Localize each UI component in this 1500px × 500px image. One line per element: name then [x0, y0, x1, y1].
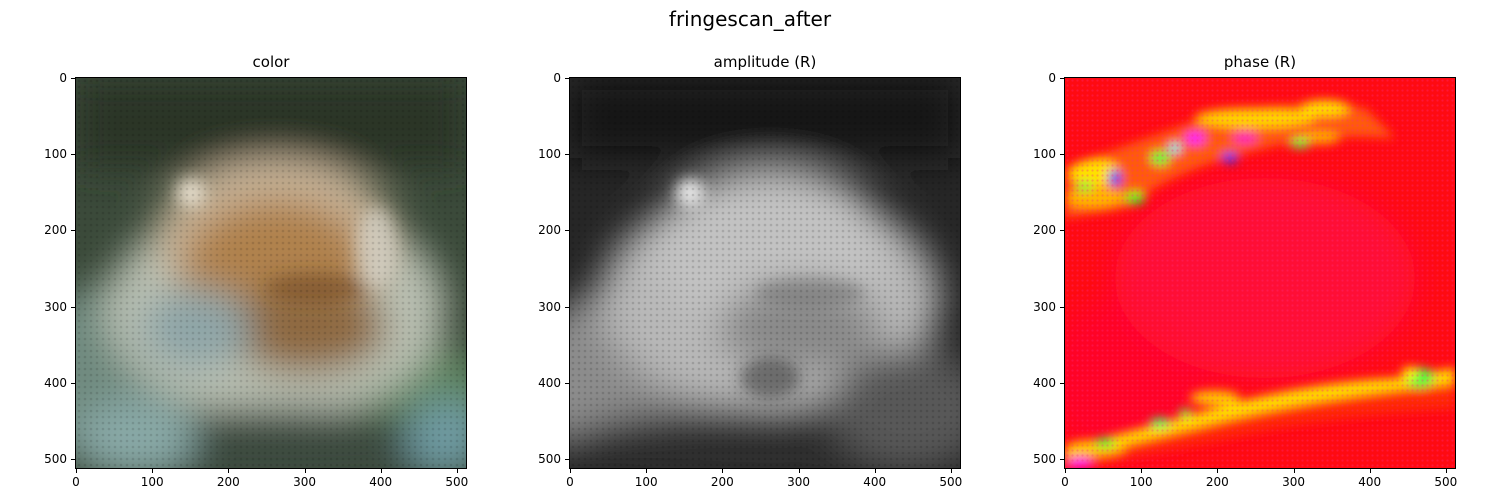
phase-image — [1064, 77, 1456, 469]
figure-title: fringescan_after — [668, 7, 832, 31]
x-tick-mark — [304, 469, 306, 473]
x-tick-label: 100 — [634, 475, 658, 489]
panel-title-phase: phase (R) — [1223, 53, 1297, 71]
amplitude-grayscale-image — [570, 78, 960, 468]
y-tick-mark — [71, 78, 75, 79]
x-tick-label: 0 — [1061, 475, 1069, 489]
y-tick-label: 500 — [538, 451, 561, 466]
x-tick-mark — [152, 469, 154, 473]
x-tick-mark — [1217, 469, 1219, 473]
y-tick-mark — [565, 230, 569, 232]
y-tick-mark — [1060, 78, 1064, 79]
x-tick-mark — [380, 469, 382, 473]
x-tick-mark — [950, 469, 952, 473]
y-tick-label: 100 — [1033, 147, 1056, 162]
y-tick-mark — [565, 78, 569, 79]
x-tick-label: 400 — [369, 475, 393, 489]
y-tick-label: 0 — [59, 71, 67, 85]
y-tick-mark — [71, 154, 75, 156]
x-tick-mark — [76, 469, 77, 473]
y-tick-mark — [565, 154, 569, 156]
y-tick-label: 500 — [44, 451, 67, 466]
x-tick-label: 300 — [1282, 475, 1305, 489]
x-tick-mark — [1141, 469, 1143, 473]
panel-title-amplitude: amplitude (R) — [713, 53, 817, 71]
x-tick-mark — [456, 469, 458, 473]
color-flower-image — [76, 78, 466, 468]
x-tick-label: 0 — [566, 475, 574, 489]
y-tick-mark — [1060, 230, 1064, 232]
x-tick-mark — [722, 469, 724, 473]
x-tick-label: 100 — [140, 475, 164, 489]
y-tick-mark — [1060, 306, 1064, 308]
x-tick-mark — [1065, 469, 1066, 473]
y-tick-label: 300 — [1033, 299, 1056, 314]
y-tick-mark — [565, 458, 569, 460]
y-tick-label: 400 — [44, 375, 67, 390]
y-tick-label: 500 — [1033, 451, 1056, 466]
x-tick-label: 200 — [216, 475, 240, 489]
x-tick-mark — [874, 469, 876, 473]
y-tick-mark — [1060, 382, 1064, 384]
x-tick-mark — [1445, 469, 1447, 473]
x-tick-mark — [570, 469, 571, 473]
y-tick-label: 0 — [1048, 71, 1056, 85]
y-tick-mark — [565, 306, 569, 308]
y-tick-label: 100 — [44, 147, 67, 162]
x-tick-label: 400 — [1358, 475, 1382, 489]
x-tick-label: 500 — [939, 475, 963, 489]
panel-title-color: color — [252, 53, 290, 71]
x-tick-mark — [646, 469, 648, 473]
y-tick-label: 300 — [538, 299, 561, 314]
y-tick-label: 400 — [1033, 375, 1056, 390]
y-tick-mark — [565, 382, 569, 384]
y-tick-label: 0 — [553, 71, 561, 85]
x-tick-label: 500 — [445, 475, 469, 489]
x-tick-label: 300 — [787, 475, 810, 489]
color-image — [75, 77, 467, 469]
y-tick-mark — [1060, 458, 1064, 460]
x-tick-label: 300 — [293, 475, 316, 489]
x-tick-mark — [228, 469, 230, 473]
x-tick-mark — [798, 469, 800, 473]
y-tick-label: 200 — [1033, 223, 1056, 238]
x-tick-label: 200 — [1205, 475, 1229, 489]
y-tick-label: 400 — [538, 375, 561, 390]
y-tick-label: 200 — [538, 223, 561, 238]
y-tick-label: 200 — [44, 223, 67, 238]
y-tick-mark — [71, 230, 75, 232]
phase-hsv-image — [1065, 78, 1455, 468]
amplitude-image — [569, 77, 961, 469]
y-tick-label: 100 — [538, 147, 561, 162]
y-tick-mark — [1060, 154, 1064, 156]
y-tick-mark — [71, 382, 75, 384]
x-tick-mark — [1293, 469, 1295, 473]
x-tick-label: 200 — [710, 475, 734, 489]
x-tick-label: 500 — [1434, 475, 1458, 489]
x-tick-label: 0 — [72, 475, 80, 489]
x-tick-mark — [1369, 469, 1371, 473]
y-tick-label: 300 — [44, 299, 67, 314]
x-tick-label: 400 — [863, 475, 887, 489]
y-tick-mark — [71, 306, 75, 308]
x-tick-label: 100 — [1129, 475, 1153, 489]
y-tick-mark — [71, 458, 75, 460]
